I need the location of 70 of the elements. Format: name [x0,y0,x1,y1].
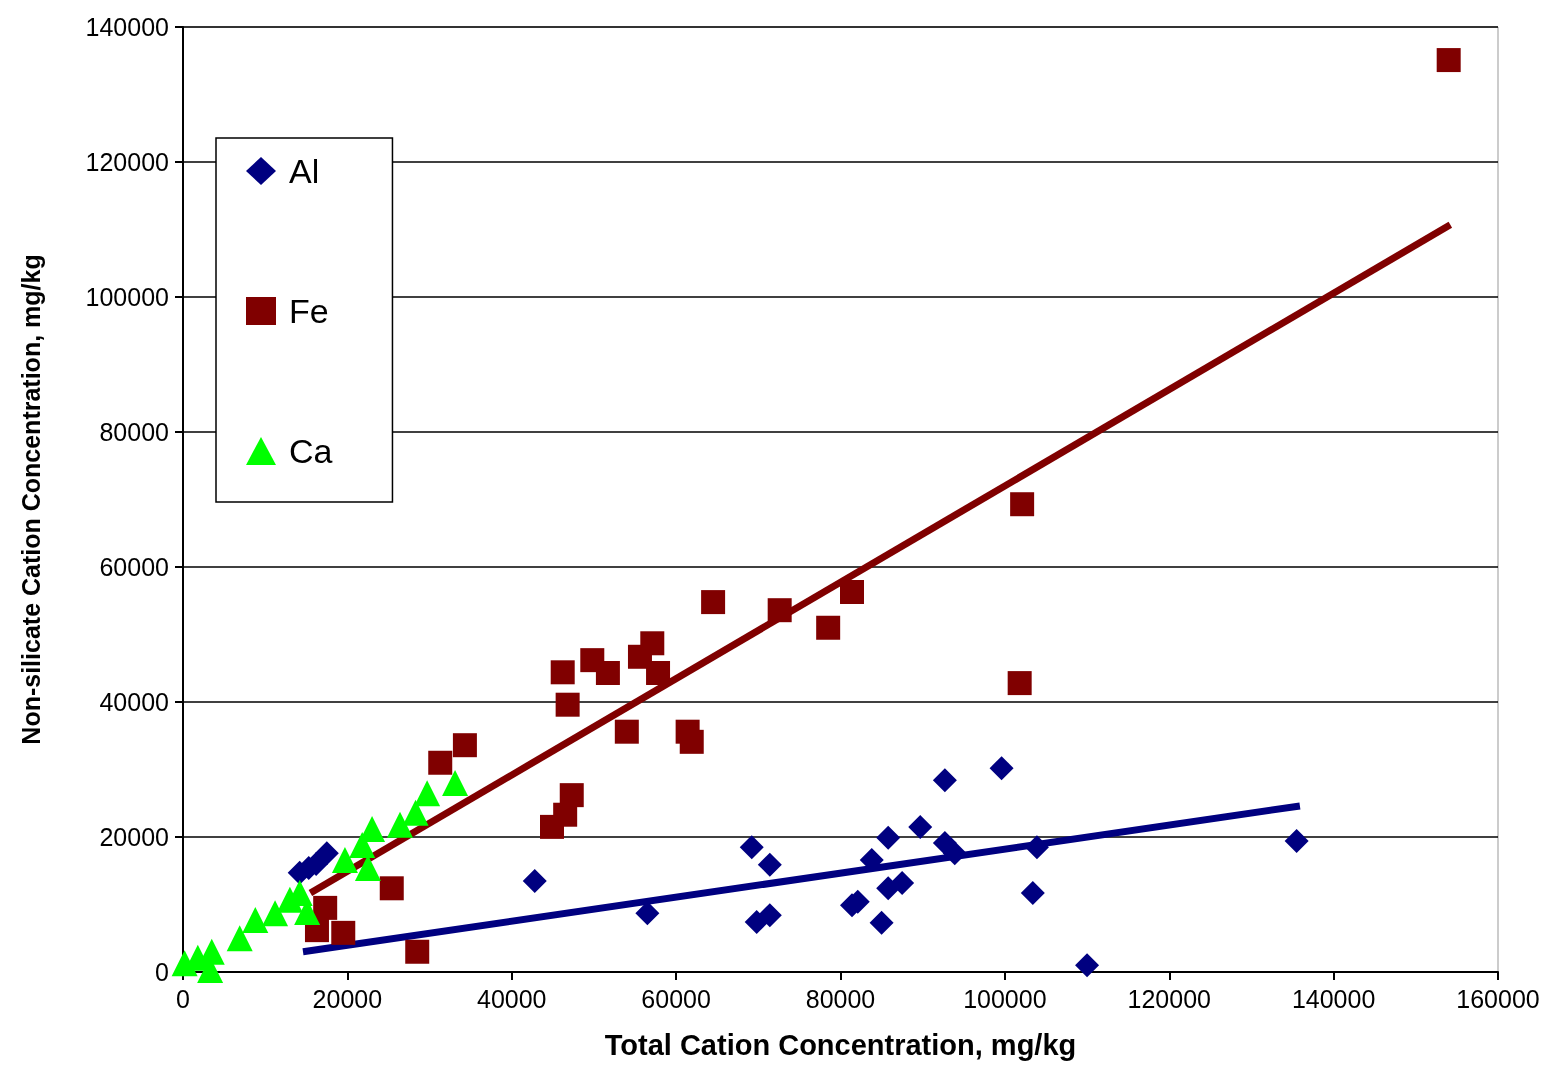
point [262,900,289,927]
y-tick-label: 100000 [85,283,169,311]
y-tick-label: 80000 [99,418,169,446]
point [1007,671,1032,696]
point [354,855,381,882]
point [908,814,933,839]
x-tick-label: 120000 [1127,984,1211,1013]
y-tick-label: 0 [155,958,169,986]
point [595,660,620,685]
y-tick-label: 140000 [85,13,169,41]
point [1020,881,1045,906]
point [932,768,957,793]
y-axis-title: Non-silicate Cation Concentration, mg/kg [16,254,45,745]
x-tick-label: 160000 [1456,984,1540,1013]
point [331,846,358,873]
x-tick-label: 140000 [1291,984,1376,1013]
point [646,660,671,685]
point [635,901,660,926]
point [405,939,430,964]
point [869,910,894,935]
point [550,660,575,685]
point [840,579,865,604]
x-tick-label: 20000 [312,984,383,1013]
y-tick-label: 120000 [85,148,169,176]
y-tick-label: 20000 [99,823,169,851]
point [757,852,782,877]
point [1024,835,1049,860]
point [386,811,413,838]
x-tick-label: 40000 [476,984,547,1013]
point [876,825,901,850]
point [890,870,915,895]
legend-label: Fe [289,292,329,330]
point [226,925,253,952]
point [816,615,841,640]
point [767,598,792,623]
point [314,841,339,866]
point [701,590,726,615]
x-tick-label: 80000 [805,984,876,1013]
x-tick-label: 0 [176,984,190,1013]
point [402,799,429,826]
y-tick-label: 40000 [99,688,169,716]
point [428,750,453,775]
point [242,907,269,934]
point [1075,953,1100,978]
point [331,920,356,945]
point [414,780,441,807]
x-axis-title: Total Cation Concentration, mg/kg [604,1028,1077,1061]
point [614,719,639,744]
point [876,876,901,901]
point [452,733,477,758]
point [1284,829,1309,854]
y-tick-label: 60000 [99,553,169,581]
point [442,770,469,796]
point [379,876,404,901]
point [313,895,338,920]
x-tick-label: 100000 [963,984,1047,1013]
point [522,868,547,893]
point [757,903,782,928]
point [989,756,1014,781]
point [1010,492,1035,517]
point [559,783,584,808]
point [942,841,967,866]
point [640,631,665,656]
point [739,835,764,860]
legend-label: Al [289,152,320,190]
x-tick-label: 60000 [641,984,711,1013]
point [679,729,704,754]
point [1436,48,1461,73]
legend-label: Ca [289,432,333,470]
point [555,692,580,717]
